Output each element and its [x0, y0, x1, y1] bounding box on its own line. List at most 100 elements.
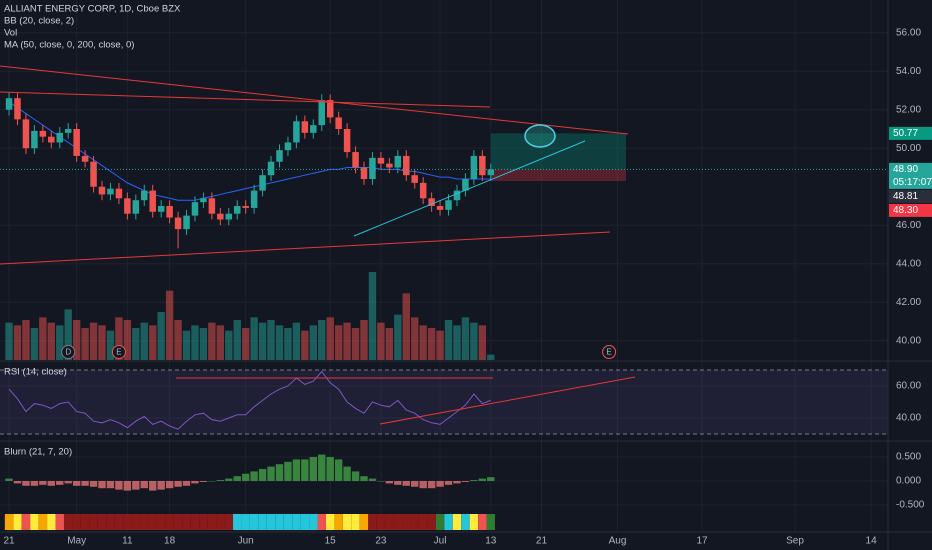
signal-strip: [140, 514, 149, 530]
candle-body: [250, 190, 258, 208]
blurn-bar: [81, 480, 89, 486]
candle-body: [14, 98, 21, 120]
candle-body: [191, 202, 199, 216]
signal-strip: [427, 514, 436, 530]
signal-strip: [418, 514, 428, 530]
blurn-bar: [275, 464, 284, 481]
x-tick-label: Jul: [434, 536, 447, 547]
blurn-bar: [250, 471, 258, 481]
candle-body: [352, 152, 359, 168]
blurn-bar: [385, 480, 394, 484]
blurn-bar: [284, 461, 292, 481]
countdown: 05:17:07: [893, 177, 932, 188]
signal-strip: [317, 514, 326, 530]
volume-bar: [182, 330, 191, 360]
signal-strip: [292, 514, 301, 530]
signal-strip: [55, 514, 64, 530]
candle-body: [124, 198, 131, 214]
volume-bar: [233, 320, 241, 360]
rsi-trendline: [379, 376, 636, 425]
signal-strip: [190, 514, 200, 530]
trendline: [0, 231, 611, 265]
volume-bar: [334, 325, 343, 360]
blurn-bar: [39, 480, 47, 485]
price-badge-label: 50.77: [893, 128, 918, 139]
trendline: [353, 140, 586, 237]
y-tick-label: 40.00: [896, 335, 921, 346]
blurn-bar: [216, 480, 225, 481]
signal-strip: [114, 514, 124, 530]
blurn-bar: [165, 480, 174, 489]
candle-body: [233, 205, 241, 214]
signal-strip: [478, 514, 487, 530]
candle-body: [64, 128, 72, 133]
candle-body: [166, 205, 173, 218]
price-badge: [889, 162, 932, 189]
signal-strip: [368, 514, 377, 530]
chart-title: ALLIANT ENERGY CORP, 1D, Cboe BZX: [4, 4, 181, 15]
blurn-bar: [368, 478, 377, 481]
event-label: E: [116, 348, 121, 357]
volume-bar: [394, 314, 402, 360]
blurn-bar: [30, 480, 39, 486]
candle-body: [411, 175, 418, 183]
y-tick-label: 42.00: [896, 297, 921, 308]
y-tick-label: 52.00: [896, 104, 921, 115]
candle-body: [73, 128, 80, 156]
signal-strip: [266, 514, 276, 530]
signal-strip: [342, 514, 352, 530]
blurn-bar: [157, 480, 165, 490]
candle-body: [335, 117, 342, 129]
y-tick-label: -0.500: [896, 500, 925, 511]
volume-bar: [56, 325, 64, 360]
candle-body: [470, 155, 478, 180]
signal-strip: [351, 514, 360, 530]
blurn-bar: [115, 480, 123, 490]
candle-body: [107, 188, 114, 195]
signal-strip: [249, 514, 259, 530]
volume-bar: [292, 322, 301, 360]
blurn-bar: [89, 480, 98, 487]
volume-bar: [39, 317, 47, 360]
signal-strip: [131, 514, 141, 530]
price-badge: [889, 126, 932, 140]
signal-strip: [224, 514, 233, 530]
candle-body: [39, 130, 47, 137]
volume-bar: [47, 322, 56, 360]
signal-strip: [233, 514, 242, 530]
volume-bar: [216, 325, 225, 360]
blurn-bar: [419, 480, 427, 489]
signal-strip: [207, 514, 217, 530]
volume-bar: [5, 322, 13, 360]
volume-bar: [165, 290, 174, 360]
candle-body: [183, 215, 190, 230]
signal-strip: [334, 514, 343, 530]
volume-bar: [402, 293, 410, 360]
x-tick-label: May: [67, 536, 86, 547]
signal-strip: [300, 514, 310, 530]
blurn-bar: [377, 480, 385, 482]
candle-body: [259, 175, 266, 191]
volume-bar: [258, 322, 267, 360]
volume-bar: [81, 328, 89, 360]
event-marker: [111, 345, 126, 359]
volume-bar: [343, 322, 351, 360]
volume-bar: [267, 320, 275, 360]
volume-bar: [30, 328, 39, 360]
blurn-bar: [478, 478, 487, 481]
candle-body: [377, 157, 385, 164]
blurn-bar: [208, 480, 216, 482]
signal-strip: [402, 514, 411, 530]
candle-body: [436, 205, 444, 210]
volume-bar: [22, 320, 30, 360]
candle-body: [386, 163, 393, 168]
signal-strip: [156, 514, 166, 530]
blurn-bar: [72, 480, 81, 486]
volume-bar: [275, 325, 284, 360]
volume-bar: [461, 317, 470, 360]
signal-strip: [123, 514, 132, 530]
volume-bar: [444, 320, 453, 360]
blurn-bar: [182, 480, 191, 486]
signal-strip: [216, 514, 225, 530]
y-tick-label: 44.00: [896, 258, 921, 269]
